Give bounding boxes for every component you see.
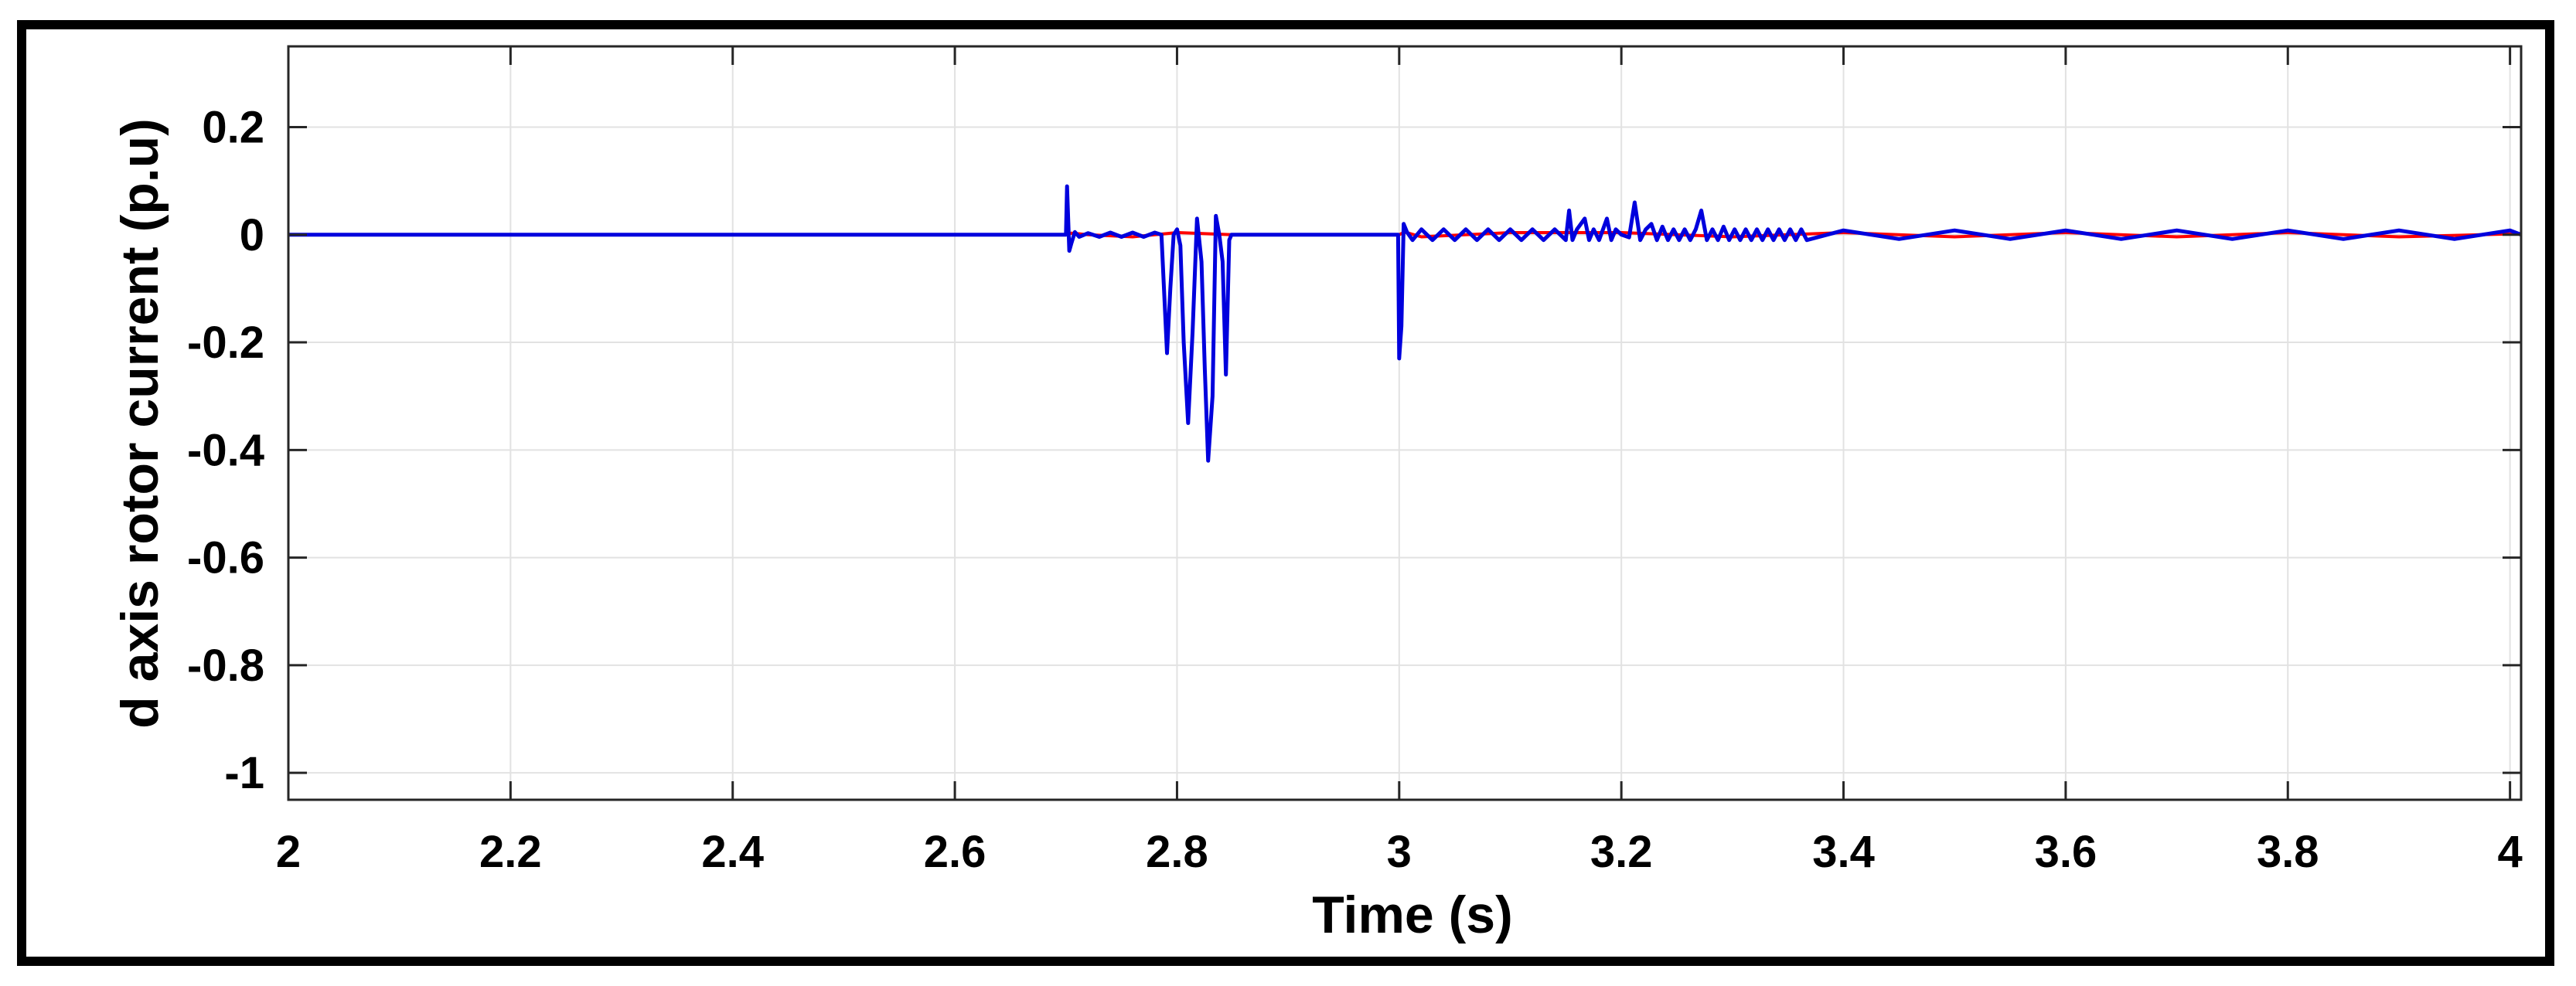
x-tick-label: 4 <box>2497 827 2522 877</box>
x-tick-label: 3.2 <box>1590 827 1653 877</box>
x-tick-label: 2.4 <box>701 827 764 877</box>
x-tick-labels: 2 2.2 2.4 2.6 2.8 3 3.2 3.4 3.6 3.8 4 <box>276 827 2523 877</box>
x-tick-label: 3 <box>1387 827 1412 877</box>
series-line <box>288 184 2522 463</box>
y-tick-labels: 0.2 0 -0.2 -0.4 -0.6 -0.8 -1 <box>187 102 264 798</box>
y-tick-label: -0.8 <box>187 641 264 691</box>
x-tick-label: 2.2 <box>479 827 542 877</box>
axis-ticks <box>287 46 2521 800</box>
x-tick-label: 3.8 <box>2257 827 2319 877</box>
x-tick-label: 2.8 <box>1146 827 1208 877</box>
x-axis-title: Time (s) <box>1312 886 1512 944</box>
plot-lines <box>288 184 2522 463</box>
y-tick-label: 0 <box>240 210 264 260</box>
y-axis-title: d axis rotor current (p.u) <box>111 118 169 729</box>
y-tick-label: -0.2 <box>187 318 264 368</box>
outer-frame <box>17 20 2554 966</box>
x-tick-label: 3.6 <box>2035 827 2097 877</box>
x-tick-label: 2 <box>276 827 301 877</box>
x-tick-label: 3.4 <box>1812 827 1875 877</box>
x-tick-label: 2.6 <box>924 827 986 877</box>
y-tick-label: -0.4 <box>187 425 264 475</box>
plot-area-box <box>287 45 2523 801</box>
y-tick-label: -1 <box>224 748 264 798</box>
y-tick-label: 0.2 <box>202 102 264 152</box>
y-tick-label: -0.6 <box>187 533 264 583</box>
